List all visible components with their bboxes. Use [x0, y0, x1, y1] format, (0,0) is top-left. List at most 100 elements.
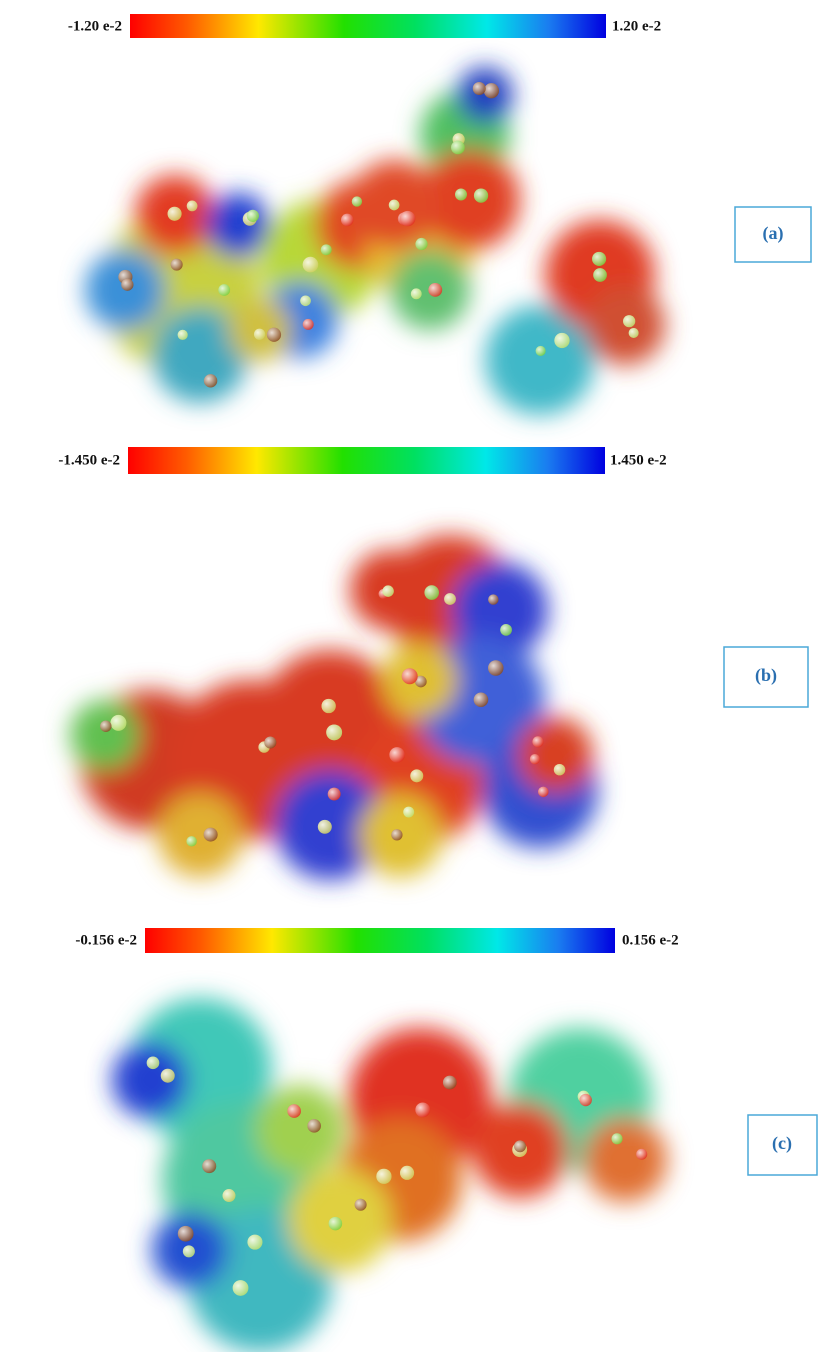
scale-min-label: -0.156 e-2 [75, 932, 137, 948]
atom-highlight [488, 594, 498, 604]
atom-highlight [473, 82, 486, 95]
atom-highlight [321, 244, 332, 255]
atom-highlight [110, 715, 126, 731]
surface-blob [255, 1085, 345, 1175]
surface-blob [70, 700, 140, 770]
atom-highlight [530, 754, 540, 764]
atom-highlight [538, 787, 549, 798]
atom-highlight [580, 1094, 592, 1106]
atom-highlight [400, 211, 415, 226]
atom-highlight [411, 288, 422, 299]
atom-highlight [204, 374, 217, 387]
atom-highlight [554, 764, 565, 775]
scale-min-label: -1.450 e-2 [58, 452, 120, 468]
atom-highlight [592, 252, 606, 266]
atom-highlight [204, 828, 218, 842]
surface-blob [517, 717, 593, 793]
atom-highlight [488, 660, 503, 675]
atom-highlight [218, 284, 230, 296]
mep-surfaces [70, 67, 667, 1352]
atom-highlight [428, 283, 442, 297]
color-scale [145, 928, 615, 953]
atom-highlight [389, 200, 400, 211]
atom-highlight [186, 836, 196, 846]
mep-surface [70, 535, 598, 880]
atom-highlight [500, 624, 512, 636]
atom-highlight [636, 1149, 647, 1160]
atom-highlight [629, 328, 639, 338]
atom-highlight [147, 1057, 160, 1070]
atom-highlight [612, 1133, 623, 1144]
atom-highlight [623, 315, 635, 327]
atom-highlight [484, 83, 499, 98]
atom-highlight [400, 1166, 414, 1180]
atom-highlight [326, 724, 342, 740]
atom-highlight [100, 720, 111, 731]
surface-blob [158, 793, 242, 877]
atom-highlight [554, 333, 569, 348]
panel-label: (c) [772, 1133, 792, 1154]
atom-highlight [514, 1140, 526, 1152]
atom-highlight [247, 1235, 262, 1250]
atom-highlight [415, 1103, 430, 1118]
atom-highlight [474, 692, 489, 707]
atom-highlight [183, 1245, 195, 1257]
panel-label: (b) [755, 665, 777, 686]
atom-highlight [443, 1076, 457, 1090]
scale-max-label: 1.450 e-2 [610, 452, 667, 468]
atom-highlight [223, 1189, 236, 1202]
atom-highlight [410, 769, 423, 782]
atom-highlight [328, 788, 341, 801]
scale-min-label: -1.20 e-2 [68, 18, 122, 34]
atom-highlight [415, 238, 427, 250]
atom-highlight [391, 829, 402, 840]
atom-highlight [303, 319, 314, 330]
atom-highlight [287, 1104, 301, 1118]
atom-highlight [341, 214, 354, 227]
surface-blob [583, 1118, 667, 1202]
atom-highlight [307, 1119, 321, 1133]
atom-highlight [382, 585, 393, 596]
atom-highlight [424, 585, 439, 600]
scale-max-label: 1.20 e-2 [612, 18, 661, 34]
atom-highlight [233, 1280, 249, 1296]
atom-highlight [355, 1199, 367, 1211]
atom-highlight [168, 207, 182, 221]
atom-highlight [444, 593, 456, 605]
mep-surface [112, 998, 667, 1352]
atom-highlight [536, 346, 546, 356]
atom-highlight [451, 141, 465, 155]
figure: -1.20 e-2 1.20 e-2 -1.450 e-2 1.450 e-2 … [0, 0, 818, 1352]
surface-blobs [85, 67, 665, 415]
atom-highlight [402, 668, 418, 684]
atom-highlight [329, 1217, 343, 1231]
atom-highlight [161, 1069, 175, 1083]
atom-highlight [202, 1159, 216, 1173]
atom-highlight [389, 747, 405, 763]
atom-highlight [352, 196, 362, 206]
scale-max-label: 0.156 e-2 [622, 932, 679, 948]
panel-label: (a) [763, 223, 784, 244]
page: -1.20 e-2 1.20 e-2 -1.450 e-2 1.450 e-2 … [0, 0, 818, 1352]
atom-highlight [121, 279, 133, 291]
atom-highlight [300, 295, 311, 306]
atom-highlight [303, 257, 319, 273]
atom-highlight [264, 736, 276, 748]
mep-surface [85, 67, 665, 415]
atom-highlight [267, 328, 281, 342]
surface-blob [457, 67, 513, 123]
atom-highlight [321, 699, 335, 713]
surface-blob [206, 193, 270, 257]
surface-blob [112, 1042, 188, 1118]
atom-highlight [532, 736, 543, 747]
atom-highlight [376, 1169, 391, 1184]
atom-highlight [187, 201, 198, 212]
atom-highlight [178, 1226, 194, 1242]
atom-highlight [171, 259, 183, 271]
atom-highlight [474, 188, 488, 202]
color-scale [130, 14, 606, 38]
atom-highlight [593, 268, 607, 282]
atom-highlight [254, 329, 265, 340]
atom-highlight [403, 807, 414, 818]
atom-highlight [247, 210, 259, 222]
